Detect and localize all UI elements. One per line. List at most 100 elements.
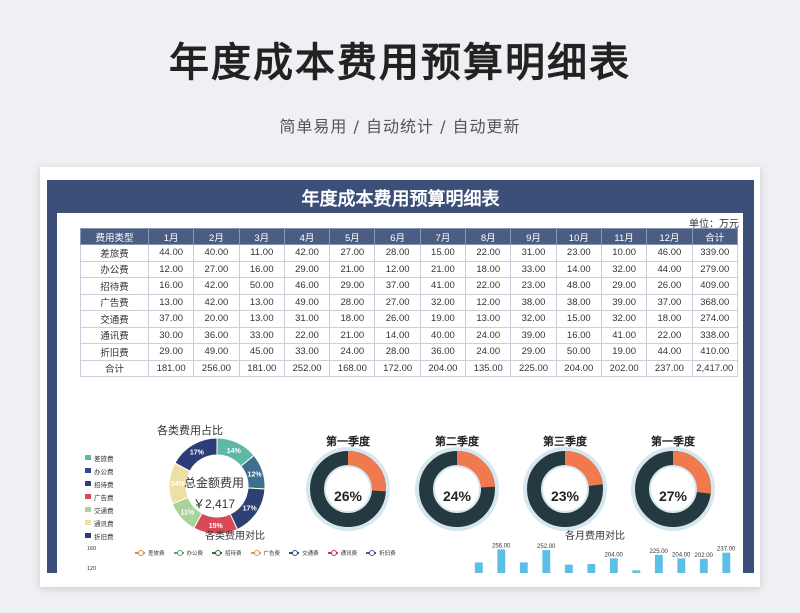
bar [519, 562, 528, 573]
table-cell: 38.00 [555, 293, 602, 311]
table-cell: 29.00 [510, 343, 557, 361]
table-cell: 28.00 [329, 293, 376, 311]
line-axis-tick: 120 [87, 566, 97, 572]
column-header: 12月 [646, 228, 693, 245]
legend-label: 折旧费 [94, 533, 114, 541]
quarter-1-gauge: 第一季度 26% [302, 433, 394, 537]
table-row: 广告费 13.00 42.00 13.00 49.00 28.00 27.00 32.00 12… [80, 293, 739, 311]
legend-item: 折旧费 [85, 529, 114, 542]
legend-item: 差旅费 [85, 451, 114, 464]
table-cell: 27.00 [374, 293, 421, 311]
column-header: 9月 [510, 228, 557, 245]
column-header: 4月 [283, 228, 331, 245]
table-cell: 16.00 [555, 326, 602, 344]
table-cell: 15.00 [555, 310, 602, 328]
table-cell: 237.00 [646, 359, 693, 377]
donut-center-value: ￥2,417 [192, 497, 236, 511]
quarter-4-gauge: 第一季度 27% [627, 433, 719, 537]
legend-item: 办公费 [85, 464, 114, 477]
legend-item: 招待费 [85, 477, 114, 490]
bar [699, 558, 708, 573]
row-label: 广告费 [80, 293, 149, 311]
table-cell: 13.00 [147, 293, 195, 311]
table-row: 通讯费 30.00 36.00 33.00 22.00 21.00 14.00 40.00 24… [80, 326, 739, 344]
legend-label: 差旅费 [148, 551, 165, 557]
charts-area: 各类费用占比 差旅费 办公费 招待费 广告费 交通费 通讯费 折旧费 14% 12% 17% 15… [57, 421, 743, 573]
bar [474, 562, 483, 573]
legend-swatch [85, 494, 91, 499]
bar [654, 554, 663, 573]
table-cell: 41.00 [419, 277, 467, 295]
table-cell: 16.00 [147, 277, 195, 295]
table-cell: 279.00 [691, 260, 739, 278]
bar-data-label: 237.00 [717, 547, 736, 553]
legend-label: 招待费 [225, 551, 242, 557]
table-cell: 16.00 [238, 260, 285, 278]
column-header: 8月 [465, 228, 512, 245]
bar [497, 549, 506, 573]
table-cell: 29.00 [329, 277, 376, 295]
table-cell: 20.00 [193, 310, 240, 328]
ring-center [543, 467, 587, 511]
line-legend-item: 差旅费 [135, 549, 165, 557]
row-label: 招待费 [80, 277, 149, 295]
legend-swatch [85, 468, 91, 473]
table-cell: 24.00 [465, 326, 512, 344]
table-cell: 32.00 [600, 310, 648, 328]
table-row: 办公费 12.00 27.00 16.00 29.00 21.00 12.00 21.00 18… [80, 260, 739, 278]
column-header: 6月 [374, 228, 421, 245]
table-cell: 40.00 [419, 326, 467, 344]
ring-progress [564, 451, 603, 487]
bar [587, 563, 596, 573]
legend-label: 交通费 [302, 551, 319, 557]
table-cell: 22.00 [465, 277, 512, 295]
table-cell: 28.00 [374, 244, 421, 262]
table-cell: 32.00 [510, 310, 557, 328]
table-cell: 14.00 [374, 326, 421, 344]
quarter-ring [306, 447, 390, 531]
table-cell: 44.00 [646, 343, 693, 361]
ring-progress [456, 451, 495, 488]
bar [564, 564, 573, 573]
table-cell: 37.00 [646, 293, 693, 311]
row-label: 办公费 [80, 260, 149, 278]
quarter-2-gauge: 第二季度 24% [411, 433, 503, 537]
ring-center [651, 467, 695, 511]
bar [722, 552, 731, 573]
legend-label: 办公费 [94, 468, 114, 476]
row-label: 折旧费 [80, 343, 149, 361]
legend-swatch [85, 481, 91, 486]
column-header: 10月 [555, 228, 602, 245]
table-cell: 46.00 [283, 277, 331, 295]
budget-table: 费用类型 1月 2月 3月 4月 5月 6月 7月 8月 9月 10月 11月 12月 合计 差旅费 44.… [80, 228, 739, 377]
legend-item: 通讯费 [85, 516, 114, 529]
table-cell: 39.00 [510, 326, 557, 344]
quarter-label: 第三季度 [543, 436, 587, 448]
legend-marker [250, 550, 261, 556]
quarter-label: 第一季度 [651, 436, 695, 448]
table-cell: 39.00 [600, 293, 648, 311]
table-cell: 24.00 [329, 343, 376, 361]
donut-slice-label: 17% [243, 506, 258, 513]
table-cell: 19.00 [600, 343, 648, 361]
legend-label: 广告费 [94, 494, 114, 502]
table-cell: 22.00 [646, 326, 693, 344]
table-cell: 21.00 [329, 326, 376, 344]
table-cell: 23.00 [555, 244, 602, 262]
table-cell: 225.00 [510, 359, 557, 377]
table-row: 折旧费 29.00 49.00 45.00 33.00 24.00 28.00 36.00 24… [80, 343, 739, 361]
table-cell: 13.00 [238, 310, 285, 328]
table-cell: 33.00 [238, 326, 285, 344]
pie-title: 各类费用占比 [157, 425, 223, 437]
donut-center: 总金额费用 ￥2,417 [174, 474, 254, 512]
table-cell: 410.00 [691, 343, 739, 361]
bar [677, 558, 686, 573]
legend-label: 差旅费 [94, 455, 114, 463]
ring-progress [672, 451, 711, 494]
bar-data-label: 202.00 [695, 553, 714, 559]
column-header: 11月 [600, 228, 648, 245]
bar-data-label: 204.00 [672, 552, 691, 558]
expense-donut-chart: 14% 12% 17% 15% 11% 14% 17% [168, 437, 266, 535]
legend-item: 交通费 [85, 503, 114, 516]
table-cell: 45.00 [238, 343, 285, 361]
